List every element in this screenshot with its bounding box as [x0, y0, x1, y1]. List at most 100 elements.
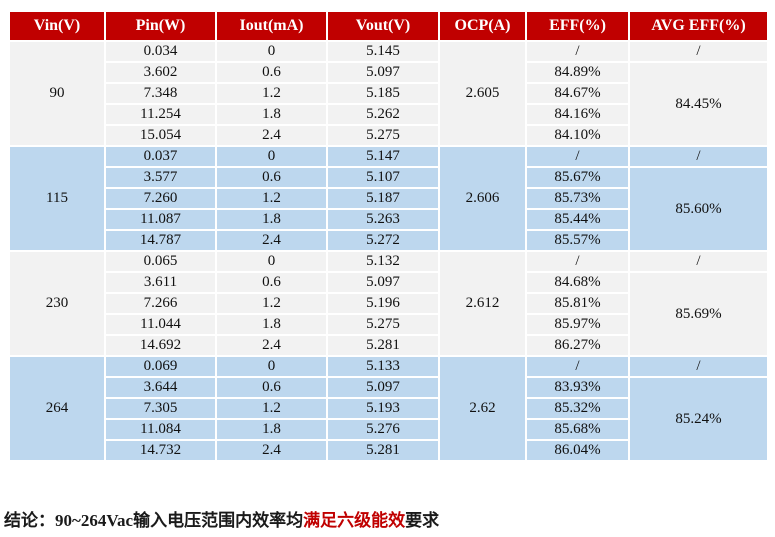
- table-row: 15.054 2.4 5.275 84.10%: [9, 124, 768, 147]
- iout-cell: 0: [215, 145, 328, 168]
- eff-cell: 84.16%: [525, 103, 630, 126]
- avg-eff-placeholder-cell: /: [628, 40, 769, 63]
- ocp-cell: 2.606: [438, 145, 527, 252]
- iout-cell: 1.2: [215, 292, 328, 315]
- vout-cell: 5.107: [326, 166, 440, 189]
- table-row: 3.602 0.6 5.097 84.89% 84.45%: [9, 61, 769, 147]
- table-row: 11.087 1.8 5.263 85.44%: [9, 208, 768, 231]
- column-header-4: OCP(A): [438, 10, 527, 42]
- conclusion-text: 结论：90~264Vac输入电压范围内效率均满足六级能效要求: [4, 506, 439, 531]
- iout-cell: 0.6: [215, 61, 328, 84]
- iout-cell: 1.8: [215, 418, 328, 441]
- eff-cell: /: [525, 40, 630, 63]
- avg-eff-placeholder-cell: /: [628, 250, 769, 273]
- vout-cell: 5.276: [326, 418, 440, 441]
- pin-cell: 14.692: [104, 334, 217, 357]
- iout-cell: 1.8: [215, 208, 328, 231]
- iout-cell: 0.6: [215, 166, 328, 189]
- table-row: 3.611 0.6 5.097 84.68% 85.69%: [9, 271, 769, 357]
- table-row: 14.692 2.4 5.281 86.27%: [9, 334, 768, 357]
- iout-cell: 2.4: [215, 124, 328, 147]
- eff-cell: 84.68%: [525, 271, 630, 294]
- eff-cell: 84.67%: [525, 82, 630, 105]
- eff-cell: 85.68%: [525, 418, 630, 441]
- iout-cell: 1.2: [215, 82, 328, 105]
- pin-cell: 14.732: [104, 439, 217, 462]
- table-row: 90 0.034 0 5.145 2.605//: [8, 40, 769, 147]
- vout-cell: 5.097: [326, 61, 440, 84]
- iout-cell: 1.8: [215, 313, 328, 336]
- pin-cell: 7.305: [104, 397, 217, 420]
- conclusion-highlight: 满足六级能效: [303, 511, 406, 530]
- table-row: 7.266 1.2 5.196 85.81%: [9, 292, 768, 315]
- vout-cell: 5.272: [326, 229, 440, 252]
- eff-cell: /: [525, 250, 630, 273]
- column-header-1: Pin(W): [104, 10, 217, 42]
- table-row: 7.348 1.2 5.185 84.67%: [9, 82, 768, 105]
- iout-cell: 0.6: [215, 271, 328, 294]
- column-header-0: Vin(V): [8, 10, 106, 42]
- table-header-row: Vin(V) Pin(W) Iout(mA) Vout(V) OCP(A) EFF(%) A…: [8, 10, 769, 42]
- eff-cell: 85.44%: [525, 208, 630, 231]
- iout-cell: 2.4: [215, 439, 328, 462]
- eff-cell: /: [525, 145, 630, 168]
- table-row: 14.787 2.4 5.272 85.57%: [9, 229, 768, 252]
- pin-cell: 15.054: [104, 124, 217, 147]
- pin-cell: 11.087: [104, 208, 217, 231]
- column-header-3: Vout(V): [326, 10, 440, 42]
- vout-cell: 5.147: [326, 145, 440, 168]
- iout-cell: 0: [215, 250, 328, 273]
- vin-cell: 230: [8, 250, 106, 357]
- pin-cell: 0.069: [104, 355, 217, 378]
- iout-cell: 2.4: [215, 334, 328, 357]
- pin-cell: 0.037: [104, 145, 217, 168]
- eff-cell: 86.04%: [525, 439, 630, 462]
- vout-cell: 5.196: [326, 292, 440, 315]
- pin-cell: 7.266: [104, 292, 217, 315]
- eff-cell: 85.73%: [525, 187, 630, 210]
- pin-cell: 3.577: [104, 166, 217, 189]
- avg-eff-cell: 85.60%: [628, 166, 769, 252]
- column-header-5: EFF(%): [525, 10, 630, 42]
- table-row: 11.254 1.8 5.262 84.16%: [9, 103, 768, 126]
- avg-eff-placeholder-cell: /: [628, 145, 769, 168]
- table-row: 14.732 2.4 5.281 86.04%: [9, 439, 768, 462]
- conclusion-body: 90~264Vac输入电压范围内效率均: [55, 511, 304, 530]
- vin-cell: 115: [8, 145, 106, 252]
- vout-cell: 5.097: [326, 376, 440, 399]
- pin-cell: 3.602: [104, 61, 217, 84]
- pin-cell: 0.034: [104, 40, 217, 63]
- eff-cell: 85.57%: [525, 229, 630, 252]
- column-header-2: Iout(mA): [215, 10, 328, 42]
- iout-cell: 0.6: [215, 376, 328, 399]
- table-body: 90 0.034 0 5.145 2.605//3.602 0.6 5.097 84.89% 8…: [8, 40, 769, 462]
- eff-cell: 84.89%: [525, 61, 630, 84]
- vin-cell: 90: [8, 40, 106, 147]
- eff-cell: /: [525, 355, 630, 378]
- vout-cell: 5.145: [326, 40, 440, 63]
- iout-cell: 2.4: [215, 229, 328, 252]
- table-row: 230 0.065 0 5.132 2.612//: [8, 250, 769, 357]
- avg-eff-cell: 85.69%: [628, 271, 769, 357]
- efficiency-test-table: Vin(V) Pin(W) Iout(mA) Vout(V) OCP(A) EFF(%) A…: [8, 10, 769, 462]
- pin-cell: 3.644: [104, 376, 217, 399]
- eff-cell: 83.93%: [525, 376, 630, 399]
- table-row: 7.305 1.2 5.193 85.32%: [9, 397, 768, 420]
- eff-cell: 85.81%: [525, 292, 630, 315]
- table-row: 264 0.069 0 5.133 2.62//: [8, 355, 769, 462]
- column-header-6: AVG EFF(%): [628, 10, 769, 42]
- iout-cell: 0: [215, 40, 328, 63]
- table-row: 3.577 0.6 5.107 85.67% 85.60%: [9, 166, 769, 252]
- pin-cell: 3.611: [104, 271, 217, 294]
- pin-cell: 7.260: [104, 187, 217, 210]
- table-row: 7.260 1.2 5.187 85.73%: [9, 187, 768, 210]
- eff-cell: 85.67%: [525, 166, 630, 189]
- table-row: 115 0.037 0 5.147 2.606//: [8, 145, 769, 252]
- avg-eff-cell: 84.45%: [628, 61, 769, 147]
- avg-eff-cell: 85.24%: [628, 376, 769, 462]
- eff-cell: 84.10%: [525, 124, 630, 147]
- iout-cell: 1.8: [215, 103, 328, 126]
- ocp-cell: 2.612: [438, 250, 527, 357]
- ocp-cell: 2.605: [438, 40, 527, 147]
- vout-cell: 5.262: [326, 103, 440, 126]
